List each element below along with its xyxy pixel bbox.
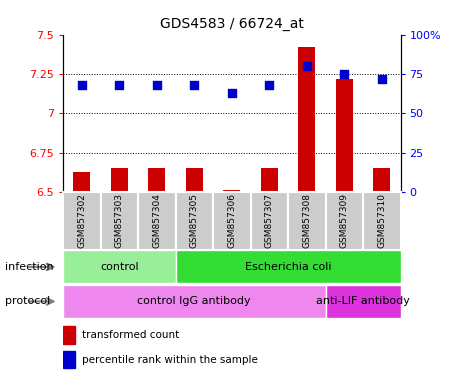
Bar xyxy=(363,192,400,250)
Text: GSM857308: GSM857308 xyxy=(302,193,311,248)
Bar xyxy=(63,326,75,344)
Text: GSM857310: GSM857310 xyxy=(377,193,386,248)
Text: control IgG antibody: control IgG antibody xyxy=(137,296,251,306)
Text: Escherichia coli: Escherichia coli xyxy=(245,262,331,272)
Text: percentile rank within the sample: percentile rank within the sample xyxy=(81,355,257,365)
Bar xyxy=(111,168,128,192)
Text: GSM857302: GSM857302 xyxy=(77,194,86,248)
Bar xyxy=(63,285,325,318)
Point xyxy=(303,63,310,69)
Bar xyxy=(176,192,213,250)
Point xyxy=(116,82,123,88)
Bar xyxy=(186,168,202,192)
Bar xyxy=(261,168,278,192)
Bar xyxy=(63,250,176,283)
Bar xyxy=(251,192,288,250)
Point xyxy=(266,82,273,88)
Text: GSM857306: GSM857306 xyxy=(227,193,236,248)
Point xyxy=(341,71,348,77)
Bar xyxy=(325,285,400,318)
Bar xyxy=(213,192,251,250)
Text: transformed count: transformed count xyxy=(81,330,179,340)
Text: GSM857303: GSM857303 xyxy=(115,193,124,248)
Bar xyxy=(374,168,390,192)
Text: GSM857309: GSM857309 xyxy=(340,193,349,248)
Bar xyxy=(325,192,363,250)
Bar xyxy=(223,190,240,192)
Text: anti-LIF antibody: anti-LIF antibody xyxy=(316,296,410,306)
Bar xyxy=(298,47,315,192)
Bar xyxy=(176,250,400,283)
Bar xyxy=(63,192,100,250)
Bar xyxy=(138,192,176,250)
Point xyxy=(153,82,160,88)
Bar xyxy=(73,172,90,192)
Text: GSM857304: GSM857304 xyxy=(152,194,161,248)
Bar xyxy=(336,79,353,192)
Bar xyxy=(288,192,325,250)
Bar xyxy=(100,192,138,250)
Text: protocol: protocol xyxy=(4,296,50,306)
Text: GSM857305: GSM857305 xyxy=(190,193,199,248)
Bar xyxy=(63,351,75,369)
Point xyxy=(78,82,86,88)
Point xyxy=(228,90,235,96)
Point xyxy=(191,82,198,88)
Text: infection: infection xyxy=(4,262,53,272)
Title: GDS4583 / 66724_at: GDS4583 / 66724_at xyxy=(160,17,304,31)
Point xyxy=(378,76,385,82)
Bar xyxy=(148,168,165,192)
Text: GSM857307: GSM857307 xyxy=(265,193,274,248)
Text: control: control xyxy=(100,262,139,272)
